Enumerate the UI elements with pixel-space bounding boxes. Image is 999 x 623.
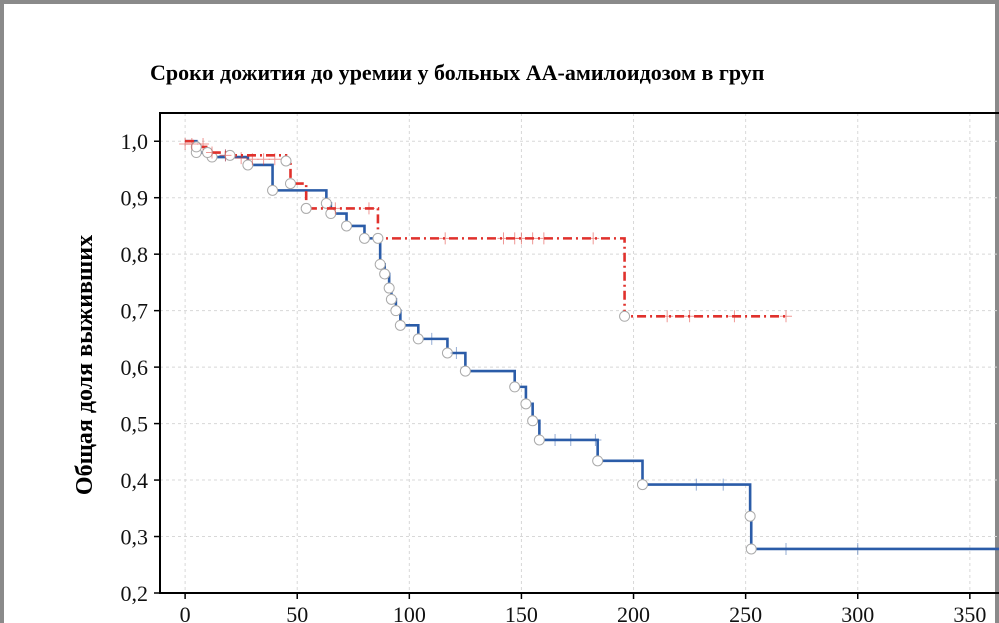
x-tick-label: 250 <box>729 602 762 623</box>
x-tick-label: 150 <box>505 602 538 623</box>
y-tick-label: 0,2 <box>121 581 149 606</box>
censor-marker <box>235 152 248 165</box>
censor-marker <box>587 232 600 245</box>
y-tick-label: 0,7 <box>121 299 149 324</box>
censor-marker <box>497 232 510 245</box>
event-marker <box>619 310 631 322</box>
y-tick-label: 0,9 <box>121 186 149 211</box>
x-tick-label: 50 <box>286 602 308 623</box>
x-tick-label: 300 <box>841 602 874 623</box>
event-marker <box>341 220 353 232</box>
event-marker <box>358 232 370 244</box>
censor-marker <box>329 202 342 215</box>
event-marker <box>592 455 604 467</box>
event-marker <box>300 202 312 214</box>
y-tick-label: 0,5 <box>121 412 149 437</box>
x-tick-label: 200 <box>617 602 650 623</box>
event-marker <box>533 434 545 446</box>
censor-marker <box>779 310 792 323</box>
plot-area: 0,2 0,3 0,4 0,5 0,6 0,7 0,8 0,9 1,0 0 50 100 150 200 2… <box>121 112 999 623</box>
event-marker <box>242 159 254 171</box>
event-marker <box>267 184 279 196</box>
y-tick-label: 0,3 <box>121 525 149 550</box>
event-marker <box>390 305 402 317</box>
x-tick-label: 100 <box>393 602 426 623</box>
x-tick-label: 350 <box>953 602 986 623</box>
censor-marker <box>439 232 452 245</box>
censor-marker <box>219 149 232 162</box>
censor-marker <box>257 153 270 166</box>
y-tick-label: 0,8 <box>121 242 149 267</box>
y-tick-label: 0,6 <box>121 355 149 380</box>
censor-marker <box>779 542 792 555</box>
censor-marker <box>661 310 674 323</box>
event-marker <box>745 543 757 555</box>
censor-marker <box>268 153 281 166</box>
censor-marker <box>185 138 198 151</box>
event-marker <box>459 365 471 377</box>
chart-title: Сроки дожития до уремии у больных АА-ами… <box>150 60 765 85</box>
survival-curve <box>185 139 999 551</box>
event-marker <box>527 415 539 427</box>
survival-curve <box>185 139 786 318</box>
event-marker <box>637 479 649 491</box>
censor-marker <box>683 310 696 323</box>
censor-marker <box>717 478 730 491</box>
event-marker <box>744 510 756 522</box>
event-marker <box>509 381 521 393</box>
censor-marker <box>564 433 577 446</box>
event-marker <box>520 398 532 410</box>
event-marker <box>379 268 391 280</box>
y-axis-label: Общая доля выживших <box>72 235 98 495</box>
plot-border <box>159 112 999 594</box>
event-marker <box>394 319 406 331</box>
censor-marker <box>549 433 562 446</box>
x-tick-label: 0 <box>180 602 191 623</box>
censor-marker <box>206 146 219 159</box>
censor-marker <box>515 232 528 245</box>
censor-marker <box>690 478 703 491</box>
event-marker <box>385 293 397 305</box>
censor-marker <box>450 347 463 359</box>
censor-marker <box>425 332 438 345</box>
event-marker <box>372 232 384 244</box>
event-marker <box>374 258 386 270</box>
event-marker <box>383 282 395 294</box>
event-marker <box>412 333 424 345</box>
event-marker <box>320 197 332 209</box>
event-marker <box>190 141 202 153</box>
censor-marker <box>246 153 259 166</box>
censor-marker <box>589 433 602 446</box>
censor-marker <box>537 232 550 245</box>
event-marker <box>280 155 292 167</box>
event-marker <box>325 208 337 220</box>
censor-marker <box>728 310 741 323</box>
event-marker <box>284 178 296 190</box>
censor-marker <box>197 138 210 151</box>
censor-marker <box>526 232 539 245</box>
censor-marker <box>851 542 864 555</box>
y-tick-label: 1,0 <box>121 129 149 154</box>
censor-marker <box>362 202 375 215</box>
y-tick-label: 0,4 <box>121 468 149 493</box>
